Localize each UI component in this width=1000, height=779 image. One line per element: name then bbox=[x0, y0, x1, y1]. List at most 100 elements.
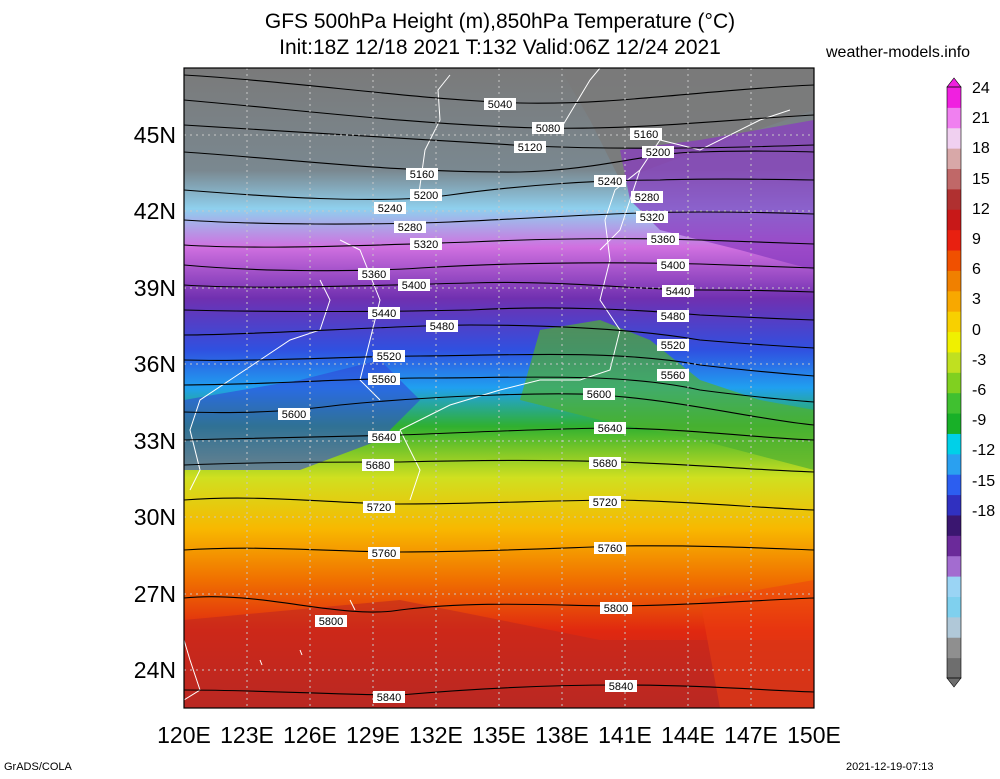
contour-label: 5360 bbox=[651, 234, 675, 246]
colorbar-segment bbox=[947, 392, 961, 414]
lon-tick-label: 147E bbox=[724, 722, 778, 748]
contour-label-bg bbox=[636, 211, 668, 223]
contour-label: 5160 bbox=[634, 129, 658, 141]
contour-label-bg bbox=[484, 98, 516, 110]
colorbar-segment bbox=[947, 127, 961, 149]
contour-label-bg bbox=[398, 279, 430, 291]
lon-tick-label: 144E bbox=[661, 722, 715, 748]
contour-label-bg bbox=[583, 388, 615, 400]
colorbar-segment bbox=[947, 250, 961, 271]
colorbar-segment bbox=[947, 535, 961, 557]
contour-label-bg bbox=[410, 238, 442, 250]
lon-tick-label: 126E bbox=[283, 722, 337, 748]
contour-label-bg bbox=[600, 602, 632, 614]
contour-label-bg bbox=[363, 501, 395, 513]
contour-label: 5440 bbox=[666, 286, 690, 298]
contour-label: 5240 bbox=[598, 176, 622, 188]
contour-label: 5320 bbox=[414, 239, 438, 251]
contour-label-bg bbox=[594, 175, 626, 187]
grid-lines bbox=[184, 68, 814, 708]
colorbar-label: -15 bbox=[972, 472, 996, 490]
colorbar-label: 12 bbox=[972, 200, 990, 218]
lat-tick-label: 27N bbox=[133, 581, 176, 607]
contour-label-bg bbox=[278, 408, 310, 420]
colorbar-segment bbox=[947, 209, 961, 231]
contour-label-bg bbox=[657, 339, 689, 351]
colorbar-segment bbox=[947, 576, 961, 597]
contour-label-bg bbox=[426, 320, 458, 332]
contour-label-bg bbox=[657, 310, 689, 322]
colorbar-segment bbox=[947, 290, 961, 312]
colorbar-segment bbox=[947, 311, 961, 333]
contour-label-bg bbox=[594, 542, 626, 554]
colorbar-segment bbox=[947, 555, 961, 577]
contour-label-bg bbox=[410, 189, 442, 201]
lon-tick-label: 150E bbox=[787, 722, 841, 748]
contour-label-bg bbox=[514, 141, 546, 153]
lon-tick-label: 129E bbox=[346, 722, 400, 748]
contour-label: 5160 bbox=[410, 169, 434, 181]
contour-label-bg bbox=[662, 285, 694, 297]
map-frame bbox=[183, 67, 815, 709]
contour-label: 5240 bbox=[378, 203, 402, 215]
contour-label-group: 5040 5080 5120 5160 5160 5200 5200 5240 5240 5280… bbox=[278, 98, 694, 704]
contour-label: 5440 bbox=[372, 308, 396, 320]
contour-label-bg bbox=[532, 122, 564, 134]
chart-title-line-2: Init:18Z 12/18 2021 T:132 Valid:06Z 12/2… bbox=[279, 36, 721, 59]
colorbar-label: -3 bbox=[972, 351, 987, 369]
contour-label: 5720 bbox=[593, 497, 617, 509]
contour-label-bg bbox=[374, 202, 406, 214]
colorbar-segment bbox=[947, 148, 961, 170]
contour-label-bg bbox=[368, 547, 400, 559]
colorbar-segment bbox=[947, 474, 961, 496]
contour-label-bg bbox=[589, 496, 621, 508]
colorbar-label: 15 bbox=[972, 170, 990, 188]
contour-label-bg bbox=[368, 431, 400, 443]
contour-label: 5360 bbox=[362, 269, 386, 281]
contour-label: 5840 bbox=[377, 692, 401, 704]
lat-tick-label: 36N bbox=[133, 351, 176, 377]
colorbar-segment bbox=[947, 107, 961, 129]
colorbar-segment bbox=[947, 433, 961, 455]
colorbar-label: -9 bbox=[972, 412, 987, 430]
colorbar-segment bbox=[947, 188, 961, 210]
lon-tick-label: 141E bbox=[598, 722, 652, 748]
contour-label: 5600 bbox=[282, 409, 306, 421]
contour-label: 5760 bbox=[372, 548, 396, 560]
colorbar-segment bbox=[947, 637, 961, 659]
contour-label: 5480 bbox=[661, 311, 685, 323]
contour-label: 5760 bbox=[598, 543, 622, 555]
chart-title-line-1: GFS 500hPa Height (m),850hPa Temperature… bbox=[264, 10, 736, 33]
site-credit: weather-models.info bbox=[826, 44, 971, 61]
lon-tick-label: 120E bbox=[157, 722, 211, 748]
contour-label-bg bbox=[373, 350, 405, 362]
contour-label: 5640 bbox=[598, 423, 622, 435]
colorbar-segment bbox=[947, 229, 961, 251]
contour-label-bg bbox=[368, 373, 400, 385]
contour-label-bg bbox=[642, 146, 674, 158]
colorbar-top-arrow bbox=[946, 77, 962, 88]
coastlines bbox=[184, 68, 791, 701]
colorbar-label: -18 bbox=[972, 502, 996, 520]
lon-tick-label: 138E bbox=[535, 722, 589, 748]
lon-tick-label: 132E bbox=[409, 722, 463, 748]
colorbar-segment bbox=[947, 657, 961, 679]
contour-label: 5040 bbox=[488, 99, 512, 111]
colorbar-segment bbox=[947, 331, 961, 353]
contour-label: 5800 bbox=[319, 616, 343, 628]
colorbar-label: -6 bbox=[972, 382, 987, 399]
contour-label: 5680 bbox=[366, 460, 390, 472]
colorbar-label: 9 bbox=[972, 231, 981, 248]
colorbar-segment bbox=[947, 270, 961, 292]
contour-label: 5280 bbox=[398, 222, 422, 234]
contour-label: 5320 bbox=[640, 212, 664, 224]
contour-label-bg bbox=[630, 128, 662, 140]
colorbar-segment bbox=[947, 351, 961, 373]
contour-label-bg bbox=[358, 268, 390, 280]
footer-timestamp: 2021-12-19-07:13 bbox=[846, 761, 934, 773]
colorbar-segment bbox=[947, 372, 961, 394]
lat-tick-label: 45N bbox=[133, 122, 176, 148]
lat-tick-label: 33N bbox=[133, 428, 176, 454]
contour-label-bg bbox=[589, 457, 621, 469]
